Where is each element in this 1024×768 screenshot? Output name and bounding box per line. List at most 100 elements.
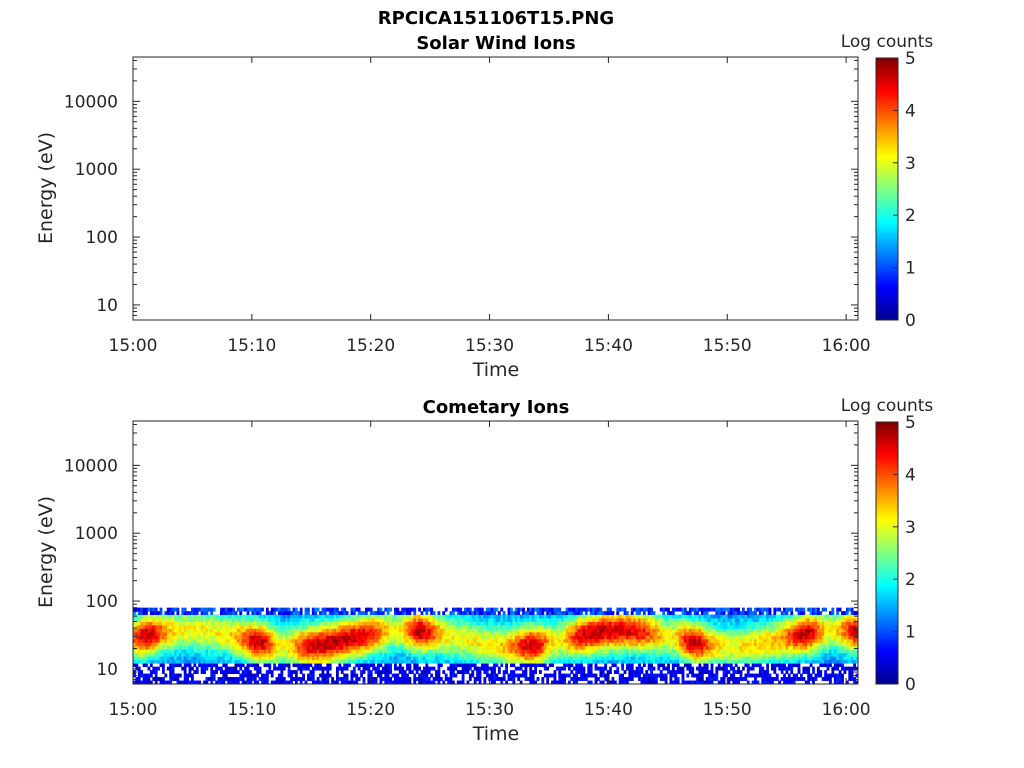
heatmap-cell — [381, 659, 385, 664]
heatmap-cell — [613, 656, 617, 661]
heatmap-cell — [705, 625, 709, 629]
heatmap-cell — [133, 656, 136, 661]
heatmap-cell — [478, 614, 482, 619]
heatmap-cell — [280, 666, 284, 671]
heatmap-cell — [597, 642, 600, 647]
heatmap-cell — [722, 638, 726, 643]
heatmap-cell — [423, 652, 426, 657]
heatmap-cell — [157, 635, 160, 640]
heatmap-cell — [727, 649, 731, 654]
heatmap-cell — [321, 638, 325, 643]
heatmap-cell — [210, 680, 214, 685]
heatmap-cell — [529, 635, 533, 640]
heatmap-cell — [490, 666, 494, 671]
heatmap-cell — [183, 635, 187, 640]
heatmap-cell — [502, 635, 506, 640]
heatmap-cell — [642, 631, 646, 636]
heatmap-cell — [512, 631, 516, 636]
heatmap-cell — [307, 607, 310, 612]
heatmap-cell — [331, 635, 334, 640]
heatmap-cell — [365, 611, 368, 615]
heatmap-cell — [406, 618, 409, 622]
heatmap-cell — [256, 652, 260, 657]
heatmap-cell — [171, 670, 175, 674]
heatmap-cell — [285, 611, 289, 615]
heatmap-cell — [737, 618, 740, 622]
heatmap-cell — [456, 621, 460, 626]
heatmap-cell — [224, 611, 228, 615]
heatmap-cell — [311, 680, 315, 685]
heatmap-cell — [548, 625, 552, 629]
heatmap-cell — [725, 656, 728, 661]
heatmap-cell — [623, 638, 627, 643]
heatmap-cometary — [133, 607, 859, 685]
heatmap-cell — [149, 618, 153, 622]
heatmap-cell — [425, 677, 429, 681]
heatmap-cell — [355, 621, 359, 626]
heatmap-cell — [471, 656, 475, 661]
heatmap-cell — [362, 670, 366, 674]
heatmap-cell — [490, 625, 494, 629]
heatmap-cell — [381, 670, 385, 674]
heatmap-cell — [377, 656, 380, 661]
heatmap-cell — [546, 659, 550, 664]
heatmap-cell — [323, 614, 327, 619]
heatmap-cell — [700, 621, 704, 626]
heatmap-cell — [633, 607, 637, 612]
heatmap-cell — [186, 645, 189, 650]
heatmap-cell — [517, 645, 521, 650]
heatmap-cell — [273, 611, 276, 615]
heatmap-cell — [340, 614, 344, 619]
heatmap-cell — [413, 680, 417, 685]
heatmap-cell — [249, 635, 252, 640]
colorbar-tick-label: 3 — [905, 154, 916, 174]
heatmap-cell — [157, 656, 160, 661]
heatmap-cell — [133, 607, 136, 612]
heatmap-cell — [188, 638, 192, 643]
heatmap-cell — [531, 611, 535, 615]
heatmap-cell — [688, 666, 692, 671]
heatmap-cell — [630, 677, 634, 681]
heatmap-cell — [729, 663, 733, 668]
heatmap-cell — [270, 673, 274, 678]
heatmap-cell — [142, 652, 146, 657]
heatmap-cell — [418, 618, 421, 622]
heatmap-cell — [442, 652, 446, 657]
heatmap-cell — [377, 621, 380, 626]
heatmap-cell — [536, 649, 540, 654]
heatmap-cell — [297, 611, 301, 615]
heatmap-cell — [510, 645, 513, 650]
heatmap-cell — [720, 611, 724, 615]
heatmap-cell — [534, 618, 537, 622]
heatmap-cell — [302, 625, 305, 629]
heatmap-cell — [425, 645, 429, 650]
heatmap-cell — [442, 649, 446, 654]
heatmap-cell — [265, 645, 269, 650]
heatmap-cell — [447, 652, 450, 657]
heatmap-cell — [729, 656, 733, 661]
heatmap-cell — [577, 607, 581, 612]
heatmap-cell — [246, 663, 250, 668]
heatmap-cell — [594, 649, 598, 654]
heatmap-cell — [558, 638, 562, 643]
heatmap-cell — [481, 628, 484, 633]
heatmap-cell — [176, 635, 180, 640]
heatmap-cell — [401, 659, 405, 664]
heatmap-cell — [693, 621, 697, 626]
heatmap-cell — [473, 663, 477, 668]
heatmap-cell — [640, 645, 644, 650]
heatmap-cell — [251, 625, 255, 629]
heatmap-cell — [621, 649, 624, 654]
heatmap-cell — [316, 677, 320, 681]
heatmap-cell — [246, 607, 250, 612]
heatmap-cell — [181, 638, 185, 643]
heatmap-cell — [188, 625, 192, 629]
heatmap-cell — [246, 625, 250, 629]
heatmap-cell — [222, 649, 226, 654]
heatmap-cell — [268, 621, 272, 626]
heatmap-cell — [294, 677, 298, 681]
heatmap-cell — [183, 677, 187, 681]
heatmap-cell — [314, 628, 318, 633]
heatmap-cell — [652, 614, 656, 619]
heatmap-cell — [514, 625, 518, 629]
